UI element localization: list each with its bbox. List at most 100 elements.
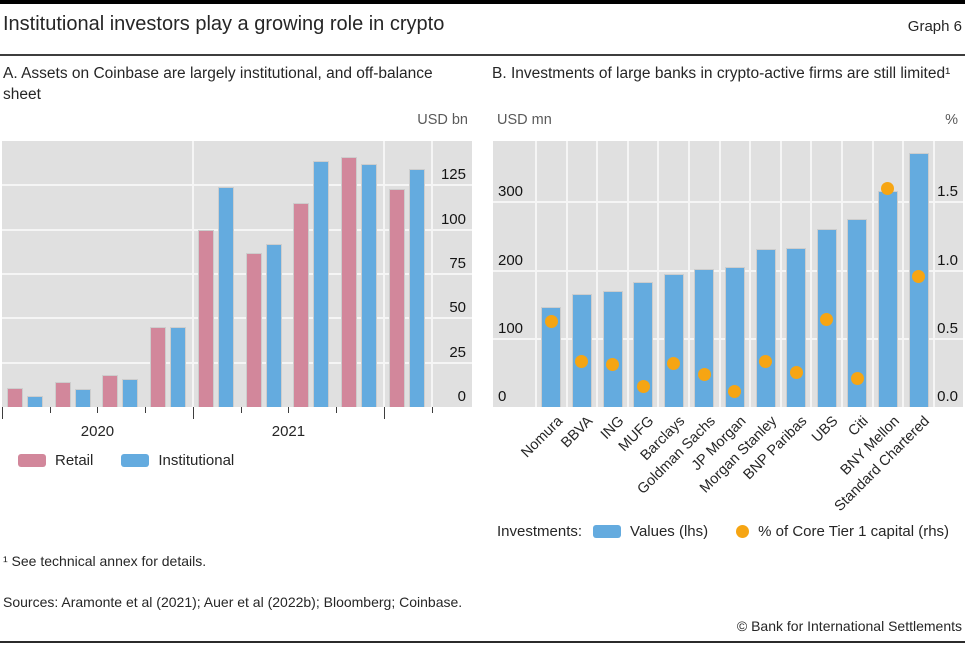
bar-values-ing	[602, 291, 623, 407]
dot-pct-jp-morgan	[728, 385, 742, 399]
xtick-a-8	[383, 407, 385, 419]
bar-retail-2021-q3	[293, 203, 310, 407]
header-rule	[0, 54, 965, 56]
xtick-a-7	[336, 407, 338, 413]
bar-institutional-2020-q2	[74, 389, 91, 407]
xtick-a-4	[192, 407, 194, 419]
vsep-b-11	[871, 141, 874, 407]
vsep-b-3	[626, 141, 629, 407]
dot-pct-bny-mellon	[881, 182, 895, 196]
bottom-rule	[0, 641, 965, 643]
bar-institutional-2020-q4	[170, 327, 187, 407]
legend-item-institutional: Institutional	[121, 452, 234, 469]
vsep-b-7	[749, 141, 752, 407]
legend-pct-label: % of Core Tier 1 capital (rhs)	[758, 523, 950, 540]
vsep-b-5	[688, 141, 690, 407]
bank-label-bbva: BBVA	[558, 413, 597, 452]
ytick-b-right-1-0: 1.0	[937, 251, 958, 269]
vsep-a-4	[191, 141, 194, 407]
dot-pct-mufg	[636, 380, 650, 394]
copyright: © Bank for International Settlements	[736, 618, 962, 634]
ytick-b-right-0-5: 0.5	[937, 319, 958, 337]
dot-pct-bbva	[575, 355, 589, 369]
vsep-b-9	[810, 141, 813, 407]
vsep-a-9	[430, 141, 433, 407]
bar-values-citi	[847, 219, 868, 407]
xtick-a-3	[145, 407, 147, 413]
bar-values-nomura	[541, 306, 562, 407]
panel-a-legend: Retail Institutional	[18, 452, 234, 469]
xtick-a-6	[288, 407, 290, 413]
vsep-b-12	[902, 141, 905, 407]
legend-retail-label: Retail	[55, 452, 94, 469]
retail-swatch-icon	[18, 454, 46, 467]
vsep-a-8	[382, 141, 385, 407]
ytick-a-0: 0	[457, 388, 466, 405]
ytick-a-75: 75	[449, 255, 466, 272]
vsep-b-6	[718, 141, 721, 407]
bar-institutional-2021-q3	[313, 160, 330, 407]
gridline-a-75	[2, 273, 472, 275]
pct-dot-icon	[736, 525, 750, 538]
bar-values-mufg	[633, 282, 654, 407]
bank-label-ubs: UBS	[808, 413, 842, 446]
ytick-a-100: 100	[440, 210, 466, 228]
panel-b-plot: 0 100 200 300 0.0 0.5 1.0 1.5 Nomura BBVA ING MUFG B…	[493, 141, 963, 515]
dot-pct-citi	[850, 371, 864, 385]
vsep-b-1	[565, 141, 568, 407]
graph-number: Graph 6	[907, 18, 962, 35]
dot-pct-morgan-stanley	[759, 355, 772, 369]
ytick-a-50: 50	[449, 299, 466, 317]
dot-pct-ing	[606, 358, 619, 372]
legend-institutional-label: Institutional	[158, 452, 235, 469]
bar-institutional-2022-q1	[408, 169, 425, 407]
panel-a-title: A. Assets on Coinbase are largely instit…	[3, 65, 433, 103]
bar-values-bbva	[571, 293, 592, 407]
gridline-a-50	[2, 317, 472, 320]
dot-pct-goldman-sachs	[697, 367, 711, 381]
vsep-b-8	[779, 141, 782, 407]
dot-pct-standard-chartered	[912, 269, 925, 283]
bar-retail-2021-q4	[341, 156, 358, 407]
bar-institutional-2020-q1	[27, 396, 43, 407]
ytick-a-125: 125	[440, 166, 466, 184]
bar-institutional-2020-q3	[122, 378, 139, 407]
bar-values-morgan-stanley	[755, 249, 776, 407]
panel-a-plot: 0 25 50 75 100 125 2020 2021	[2, 141, 472, 440]
bar-values-bny-mellon	[877, 190, 898, 407]
bar-values-bnp-paribas	[786, 248, 807, 407]
institutional-swatch-icon	[121, 454, 150, 467]
bar-retail-2021-q1	[197, 229, 214, 407]
xtick-a-5	[240, 407, 242, 413]
bar-values-barclays	[663, 274, 684, 407]
xtick-a-1	[49, 407, 51, 413]
vsep-b-2	[596, 141, 599, 407]
unit-label-percent: %	[945, 112, 958, 128]
legend-item-retail: Retail	[18, 452, 93, 469]
footnote: ¹ See technical annex for details.	[3, 553, 207, 569]
legend-item-values: Values (lhs)	[593, 523, 708, 540]
gridline-a-25	[2, 361, 472, 364]
xtick-a-9	[431, 407, 433, 413]
dot-pct-ubs	[820, 313, 834, 327]
bar-institutional-2021-q2	[265, 243, 282, 407]
panel-b-title: B. Investments of large banks in crypto-…	[492, 65, 951, 82]
sources: Sources: Aramonte et al (2021); Auer et …	[3, 594, 463, 610]
ytick-b-left-0: 0	[498, 388, 507, 405]
panel-b-legend: Investments: Values (lhs) % of Core Tier…	[497, 523, 949, 540]
bar-retail-2022-q1	[388, 188, 405, 407]
bar-retail-2021-q2	[245, 252, 262, 407]
vsep-b-13	[932, 141, 935, 407]
year-label-2021: 2021	[271, 423, 306, 440]
bar-retail-2020-q3	[102, 375, 119, 407]
ytick-b-right-1-5: 1.5	[937, 183, 958, 201]
bar-values-goldman-sachs	[694, 268, 715, 407]
bar-values-jp-morgan	[724, 266, 745, 407]
vsep-b-10	[841, 141, 843, 407]
xtick-a-2	[97, 407, 99, 413]
legend-values-label: Values (lhs)	[630, 523, 709, 540]
values-swatch-icon	[593, 525, 622, 538]
gridline-b-300	[493, 201, 963, 204]
bar-retail-2020-q2	[54, 382, 71, 407]
